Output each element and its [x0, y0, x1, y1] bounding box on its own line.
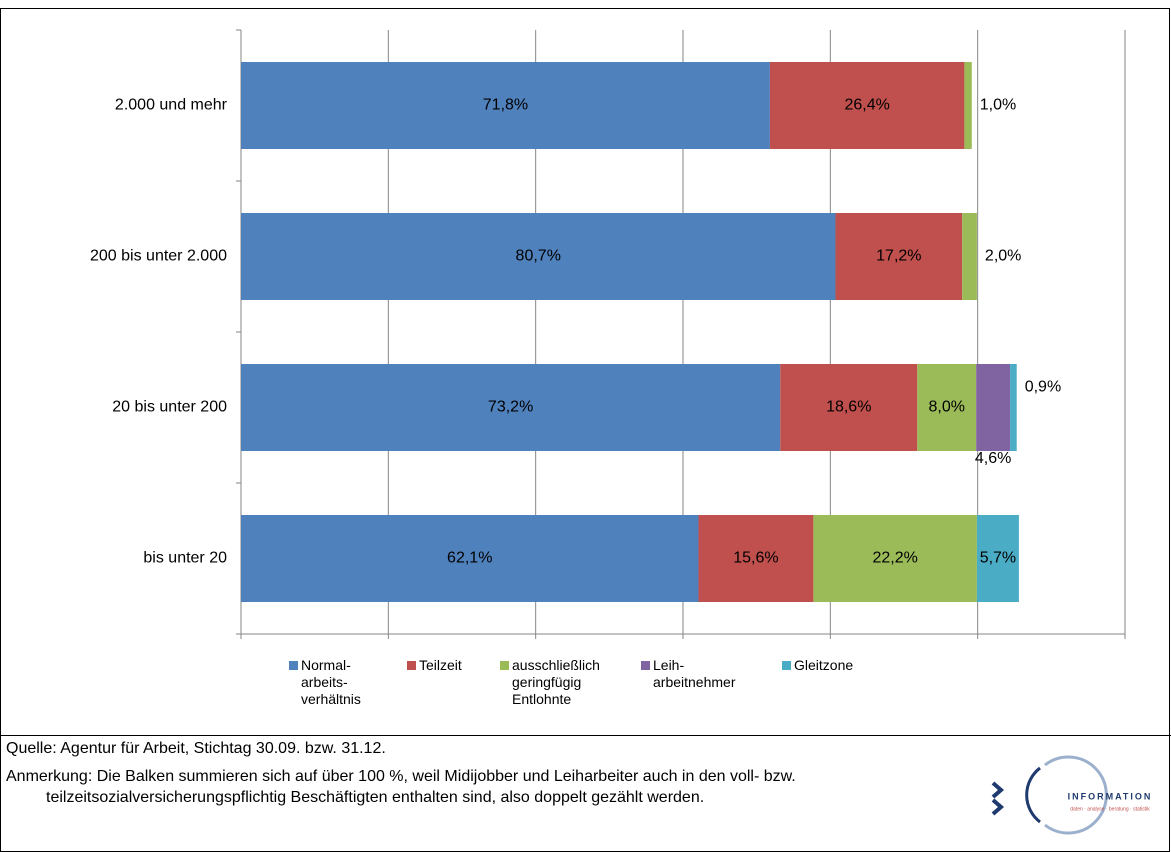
data-label: 18,6%	[826, 399, 871, 416]
bar-segment	[917, 364, 977, 451]
y-tick-label: bis unter 20	[143, 550, 227, 567]
data-label: 71,8%	[483, 97, 528, 114]
bar-segment	[964, 62, 972, 149]
legend-label: Normal- arbeits- verhältnis	[301, 657, 361, 707]
bar-segment	[698, 515, 814, 602]
data-label: 2,0%	[985, 248, 1021, 265]
y-tick-label: 200 bis unter 2.000	[90, 248, 227, 265]
bar-segment	[962, 213, 977, 300]
bar-segment	[780, 364, 918, 451]
legend-entry: ausschließlich geringfügig Entlohnte	[500, 657, 600, 708]
data-label: 4,6%	[975, 450, 1011, 467]
legend-entry: Normal- arbeits- verhältnis	[289, 657, 361, 708]
legend-swatch	[782, 661, 791, 670]
bar-segment	[241, 213, 836, 300]
data-label: 22,2%	[872, 550, 917, 567]
bar-segment	[241, 62, 770, 149]
data-label: 8,0%	[928, 399, 964, 416]
data-label: 17,2%	[876, 248, 921, 265]
y-tick-label: 20 bis unter 200	[112, 399, 227, 416]
data-label: 80,7%	[516, 248, 561, 265]
data-label: 0,9%	[1025, 379, 1061, 396]
source: Quelle: Agentur für Arbeit, Stichtag 30.…	[6, 740, 386, 757]
y-tick-label: 2.000 und mehr	[115, 97, 228, 114]
logo-title: INFORMATION	[1068, 791, 1153, 801]
legend-label: Gleitzone	[794, 657, 854, 673]
note: Anmerkung: Die Balken summieren sich auf…	[6, 768, 796, 806]
logo-subtitle: daten · analyse · beratung · statistik	[1070, 806, 1150, 812]
legend-swatch	[500, 661, 509, 670]
bar-segment	[241, 364, 781, 451]
data-label: 5,7%	[980, 550, 1016, 567]
legend-swatch	[407, 661, 416, 670]
bar-segment	[976, 364, 1011, 451]
legend-swatch	[641, 661, 650, 670]
bar-segment	[835, 213, 963, 300]
legend-label: ausschließlich geringfügig Entlohnte	[512, 657, 600, 707]
bar-segment	[1010, 364, 1017, 451]
legend-label: Leih- arbeitnehmer	[653, 657, 736, 690]
data-label: 73,2%	[488, 399, 533, 416]
bar-segment	[241, 515, 699, 602]
legend-entry: Leih- arbeitnehmer	[641, 657, 736, 691]
legend-entry: Gleitzone	[782, 657, 854, 674]
data-label: 62,1%	[447, 550, 492, 567]
legend-entry: Teilzeit	[407, 657, 462, 674]
bar-segment	[813, 515, 977, 602]
data-label: 15,6%	[733, 550, 778, 567]
legend-swatch	[289, 661, 298, 670]
data-label: 26,4%	[844, 97, 889, 114]
bar-segment	[769, 62, 965, 149]
logo: INFORMATION daten · analyse · beratung ·…	[991, 755, 1153, 835]
bar-segment	[976, 515, 1019, 602]
data-label: 1,0%	[980, 97, 1016, 114]
legend-label: Teilzeit	[419, 657, 462, 673]
